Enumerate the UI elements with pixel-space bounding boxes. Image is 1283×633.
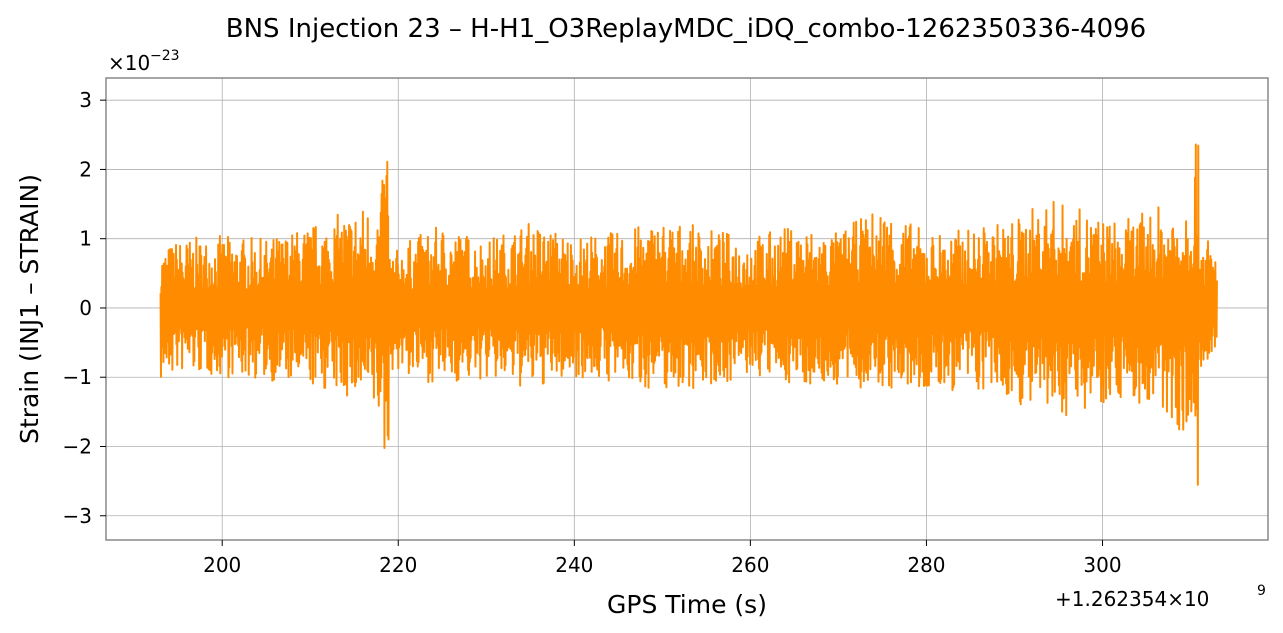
- y-axis-label: Strain (INJ1 – STRAIN): [15, 174, 44, 444]
- x-tick-label: 220: [379, 553, 417, 577]
- y-tick-label: 3: [79, 88, 92, 112]
- x-tick-label: 260: [731, 553, 769, 577]
- y-tick-label: 2: [79, 157, 92, 181]
- y-tick-label: 1: [79, 227, 92, 251]
- x-tick-label: 280: [907, 553, 945, 577]
- x-axis-ticks: 200 220 240 260 280 300: [203, 540, 1122, 577]
- y-tick-label: 0: [79, 296, 92, 320]
- x-offset-text: +1.262354×10: [1055, 587, 1209, 611]
- chart-title: BNS Injection 23 – H-H1_O3ReplayMDC_iDQ_…: [226, 14, 1146, 44]
- y-scale-exponent: −23: [150, 48, 180, 64]
- plot-frame: [105, 77, 1269, 541]
- strain-series-line: [159, 143, 1218, 486]
- y-axis-ticks: −3 −2 −1 0 1 2 3: [63, 88, 106, 528]
- plot-area: [159, 143, 1218, 486]
- x-tick-label: 240: [555, 553, 593, 577]
- x-tick-label: 300: [1083, 553, 1121, 577]
- x-tick-label: 200: [203, 553, 241, 577]
- y-tick-label: −3: [63, 504, 92, 528]
- x-axis-label: GPS Time (s): [607, 590, 767, 619]
- y-tick-label: −2: [63, 434, 92, 458]
- y-scale-factor: ×10: [108, 51, 150, 75]
- y-tick-label: −1: [63, 365, 92, 389]
- x-offset-exponent: 9: [1257, 583, 1266, 599]
